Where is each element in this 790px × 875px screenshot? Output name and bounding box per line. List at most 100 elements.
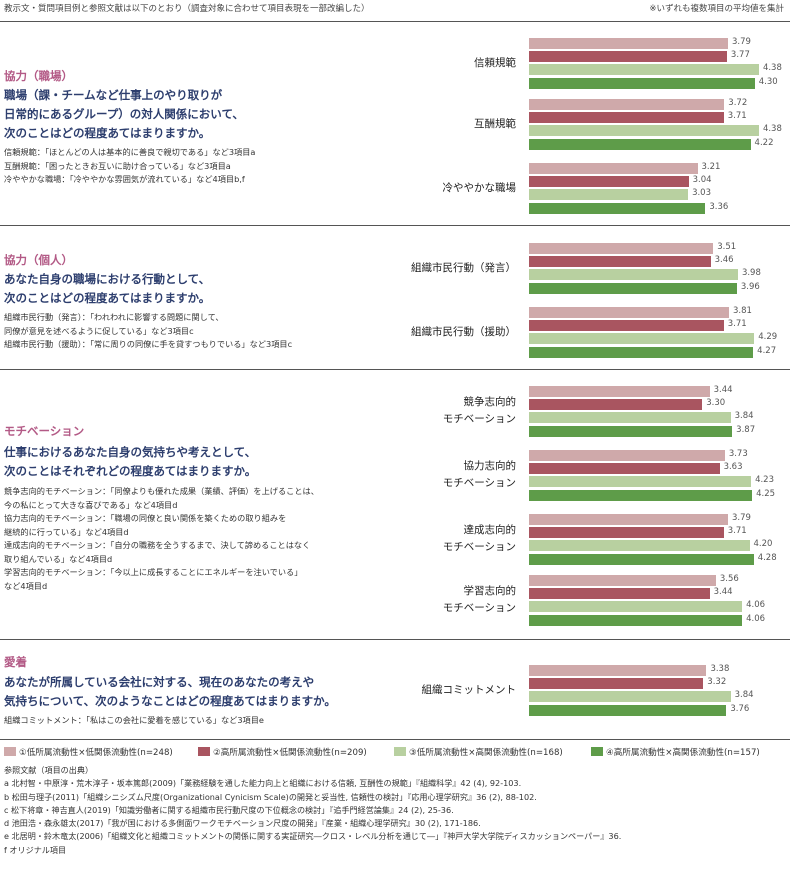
bar <box>529 553 754 565</box>
separator <box>0 225 790 226</box>
bar <box>529 476 752 488</box>
value-label: 3.71 <box>727 319 747 330</box>
separator <box>0 369 790 370</box>
bar <box>529 189 689 201</box>
value-label: 3.84 <box>734 690 754 701</box>
bar <box>529 489 753 501</box>
header-aside: ※いずれも複数項目の平均値を集計 <box>649 4 784 14</box>
value-label: 3.04 <box>692 175 712 186</box>
value-label: 3.84 <box>734 411 754 422</box>
bar <box>529 38 728 49</box>
reference-item: a 北村智・中原淳・荒木淳子・坂本篤郎(2009)「業務経験を通した能力向上と組… <box>4 778 522 789</box>
bar <box>529 202 706 214</box>
value-label: 3.38 <box>710 664 730 674</box>
value-label: 3.56 <box>719 574 739 584</box>
bar <box>529 320 724 332</box>
legend-swatch <box>198 747 210 756</box>
reference-item: d 池田浩・森永雄太(2017)「我が国における多側面ワークモチベーション尺度の… <box>4 818 481 829</box>
section-question: 仕事におけるあなた自身の気持ちや考えとして、 次のことはそれぞれどの程度あてはま… <box>4 445 257 478</box>
bar <box>529 243 714 254</box>
value-label: 3.72 <box>728 98 748 108</box>
legend-item: ③低所属流動性×高関係流動性(n=168) <box>394 746 563 758</box>
value-label: 4.27 <box>757 345 777 356</box>
bar <box>529 678 704 690</box>
bar <box>529 138 751 150</box>
section-notes: 組織コミットメント：「私はこの会社に愛着を感じている」など3項目e <box>4 715 264 725</box>
bar <box>529 64 759 76</box>
bar <box>529 346 754 358</box>
value-label: 3.87 <box>736 424 756 435</box>
bar <box>529 575 716 586</box>
value-label: 4.22 <box>754 137 774 148</box>
value-label: 3.79 <box>731 37 751 47</box>
value-label: 3.98 <box>741 268 761 279</box>
value-label: 3.63 <box>723 462 743 473</box>
bar <box>529 691 731 703</box>
legend-item: ④高所属流動性×高関係流動性(n=157) <box>591 746 760 758</box>
category-label: 信頼規範 <box>474 56 516 69</box>
value-label: 3.51 <box>717 242 737 252</box>
category-label: 互酬規範 <box>474 117 516 130</box>
bar <box>529 112 724 124</box>
category-label: 組織市民行動（発言） <box>411 261 516 274</box>
value-label: 4.29 <box>758 332 778 343</box>
bar <box>529 425 733 437</box>
value-label: 3.44 <box>713 385 733 395</box>
value-label: 4.28 <box>757 552 777 563</box>
reference-item: f オリジナル項目 <box>4 844 67 855</box>
bar <box>529 125 759 137</box>
section-title: 愛着 <box>4 655 27 669</box>
bar <box>529 399 703 411</box>
bar <box>529 307 730 318</box>
separator <box>0 21 790 22</box>
bar <box>529 269 738 281</box>
category-label: 協力志向的 モチベーション <box>442 460 516 490</box>
value-label: 3.21 <box>701 162 721 172</box>
bar <box>529 704 727 716</box>
legend-item: ②高所属流動性×低関係流動性(n=209) <box>198 746 367 758</box>
bar <box>529 256 711 268</box>
section-question: あなたが所属している会社に対する、現在のあなたの考えや 気持ちについて、次のよう… <box>4 675 336 708</box>
legend-swatch <box>4 747 16 756</box>
reference-item: b 松田与理子(2011)「組織シニシズム尺度(Organizational C… <box>4 791 537 802</box>
value-label: 3.79 <box>731 513 751 523</box>
references: 参照文献（項目の出典） a 北村智・中原淳・荒木淳子・坂本篤郎(2009)「業務… <box>4 764 621 857</box>
legend-item: ①低所属流動性×低関係流動性(n=248) <box>4 746 173 758</box>
value-label: 3.76 <box>730 703 750 714</box>
category-label: 冷ややかな職場 <box>442 181 517 194</box>
value-label: 3.81 <box>733 306 752 316</box>
bar <box>529 386 710 397</box>
value-label: 3.32 <box>707 677 727 688</box>
value-label: 3.46 <box>714 255 734 266</box>
category-label: 競争志向的 モチベーション <box>442 396 516 426</box>
section-notes: 組織市民行動（発言）：「われわれに影響する問題に関して、 同僚が意見を述べるよう… <box>4 312 293 349</box>
value-label: 3.77 <box>730 50 750 61</box>
value-label: 3.30 <box>706 398 726 409</box>
bar <box>529 463 720 475</box>
value-label: 3.71 <box>727 111 747 122</box>
bar <box>529 51 727 63</box>
category-label: 組織市民行動（援助） <box>411 325 516 338</box>
value-label: 4.06 <box>746 613 766 624</box>
value-label: 4.38 <box>762 124 782 135</box>
references-title: 参照文献（項目の出典） <box>4 765 94 775</box>
value-label: 3.44 <box>713 587 733 598</box>
separator <box>0 639 790 640</box>
bar <box>529 614 743 626</box>
bar <box>529 176 689 188</box>
value-label: 4.30 <box>758 76 778 87</box>
bar <box>529 514 728 525</box>
bar <box>529 163 698 174</box>
section-question: 職場（課・チームなど仕事上のやり取りが 日常的にあるグループ）の対人関係において… <box>4 88 244 140</box>
legend-swatch <box>394 747 406 756</box>
value-label: 3.96 <box>740 281 760 292</box>
bar <box>529 282 737 294</box>
bar <box>529 601 743 613</box>
bar <box>529 333 755 345</box>
header-note: 教示文・質問項目例と参照文献は以下のとおり（調査対象に合わせて項目表現を一部改編… <box>4 4 370 14</box>
value-label: 3.03 <box>692 188 711 199</box>
category-label: 学習志向的 モチベーション <box>442 585 516 615</box>
value-label: 4.25 <box>756 488 776 499</box>
bar <box>529 77 755 89</box>
bar <box>529 99 725 110</box>
